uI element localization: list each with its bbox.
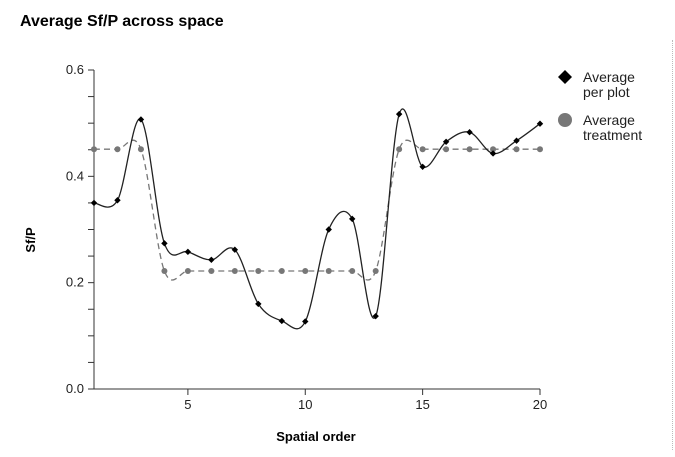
point-average-per-plot xyxy=(325,226,332,233)
x-tick-label: 20 xyxy=(533,397,547,412)
right-edge-dotted-border xyxy=(668,40,673,450)
point-average-per-plot xyxy=(184,248,192,256)
legend-label-per-plot-line1: Average xyxy=(583,69,635,85)
point-average-treatment xyxy=(278,267,285,274)
y-axis-label: Sf/P xyxy=(23,227,38,253)
point-average-per-plot xyxy=(278,317,285,325)
x-tick-label: 5 xyxy=(184,397,191,412)
legend-label-treatment-line1: Average xyxy=(583,112,635,128)
point-average-per-plot xyxy=(137,116,145,123)
point-average-per-plot xyxy=(302,318,309,325)
point-average-per-plot xyxy=(372,312,379,320)
point-average-treatment xyxy=(114,146,121,153)
point-average-treatment xyxy=(302,267,309,274)
point-average-per-plot xyxy=(208,256,215,264)
legend-diamond-marker xyxy=(558,70,572,84)
legend-label-per-plot-line2: per plot xyxy=(583,84,630,100)
point-average-per-plot xyxy=(231,246,239,253)
point-average-per-plot xyxy=(536,120,544,127)
point-average-per-plot xyxy=(489,150,497,157)
point-average-treatment xyxy=(419,146,426,153)
point-average-treatment xyxy=(91,146,97,153)
chart-title: Average Sf/P across space xyxy=(20,13,224,30)
x-axis-label: Spatial order xyxy=(276,429,355,444)
point-average-treatment xyxy=(513,146,520,153)
y-tick-label: 0.2 xyxy=(66,275,84,290)
series-line-average-treatment xyxy=(93,139,540,281)
point-average-treatment xyxy=(184,267,191,274)
x-tick-label: 10 xyxy=(298,397,312,412)
y-tick-label: 0.0 xyxy=(66,381,84,396)
point-average-per-plot xyxy=(466,129,473,136)
point-average-per-plot xyxy=(349,215,356,223)
series-layer xyxy=(90,108,544,330)
point-average-per-plot xyxy=(90,199,98,207)
point-average-treatment xyxy=(349,267,356,274)
point-average-treatment xyxy=(372,267,379,274)
legend-label-treatment-line2: treatment xyxy=(583,127,642,143)
point-average-treatment xyxy=(325,267,332,274)
legend-circle-marker xyxy=(558,113,572,127)
point-average-treatment xyxy=(208,267,215,274)
y-tick-label: 0.6 xyxy=(66,62,84,77)
point-average-per-plot xyxy=(395,110,403,118)
point-average-treatment xyxy=(466,146,473,153)
point-average-per-plot xyxy=(114,197,121,204)
point-average-treatment xyxy=(537,146,543,153)
point-average-treatment xyxy=(137,146,144,153)
y-tick-label: 0.4 xyxy=(66,168,84,183)
point-average-per-plot xyxy=(419,163,426,170)
point-average-treatment xyxy=(231,267,238,274)
point-average-per-plot xyxy=(513,137,520,144)
point-average-per-plot xyxy=(161,240,168,247)
point-average-treatment xyxy=(396,146,403,153)
point-average-per-plot xyxy=(255,300,262,308)
series-line-average-per-plot xyxy=(93,108,541,330)
legend: Average per plot Average treatment xyxy=(558,69,642,143)
point-average-treatment xyxy=(443,146,450,153)
axes: 0.0 0.2 0.4 0.6 5 10 15 20 xyxy=(66,62,547,412)
x-tick-label: 15 xyxy=(415,397,429,412)
point-average-treatment xyxy=(161,267,168,274)
point-average-per-plot xyxy=(442,138,450,145)
point-average-treatment xyxy=(490,146,497,153)
point-average-treatment xyxy=(255,267,262,274)
